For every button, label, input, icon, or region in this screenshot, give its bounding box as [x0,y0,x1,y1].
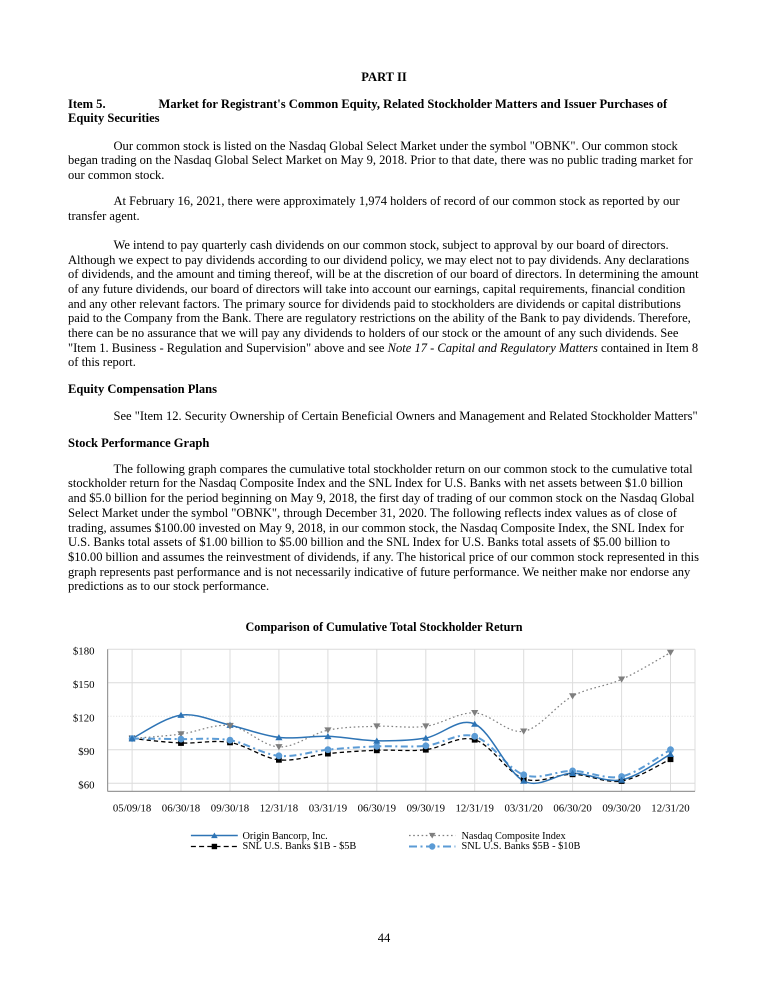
svg-text:$180: $180 [73,646,95,658]
svg-text:12/31/19: 12/31/19 [456,803,494,815]
svg-text:05/09/18: 05/09/18 [113,803,151,815]
svg-text:$60: $60 [78,780,94,792]
svg-text:06/30/20: 06/30/20 [553,803,591,815]
svg-text:SNL U.S. Banks $1B - $5B: SNL U.S. Banks $1B - $5B [243,841,357,852]
svg-text:09/30/18: 09/30/18 [211,803,249,815]
svg-text:Origin Bancorp, Inc.: Origin Bancorp, Inc. [243,831,328,842]
svg-text:06/30/19: 06/30/19 [358,803,396,815]
svg-text:03/31/19: 03/31/19 [309,803,347,815]
svg-text:06/30/18: 06/30/18 [162,803,200,815]
svg-text:$120: $120 [73,713,95,725]
svg-text:03/31/20: 03/31/20 [505,803,543,815]
svg-text:12/31/20: 12/31/20 [651,803,689,815]
svg-text:$150: $150 [73,679,95,691]
svg-text:09/30/20: 09/30/20 [602,803,640,815]
svg-text:Nasdaq Composite Index: Nasdaq Composite Index [462,831,567,842]
svg-text:12/31/18: 12/31/18 [260,803,298,815]
svg-text:SNL U.S. Banks $5B - $10B: SNL U.S. Banks $5B - $10B [462,841,581,852]
svg-text:09/30/19: 09/30/19 [407,803,445,815]
svg-text:$90: $90 [78,746,94,758]
